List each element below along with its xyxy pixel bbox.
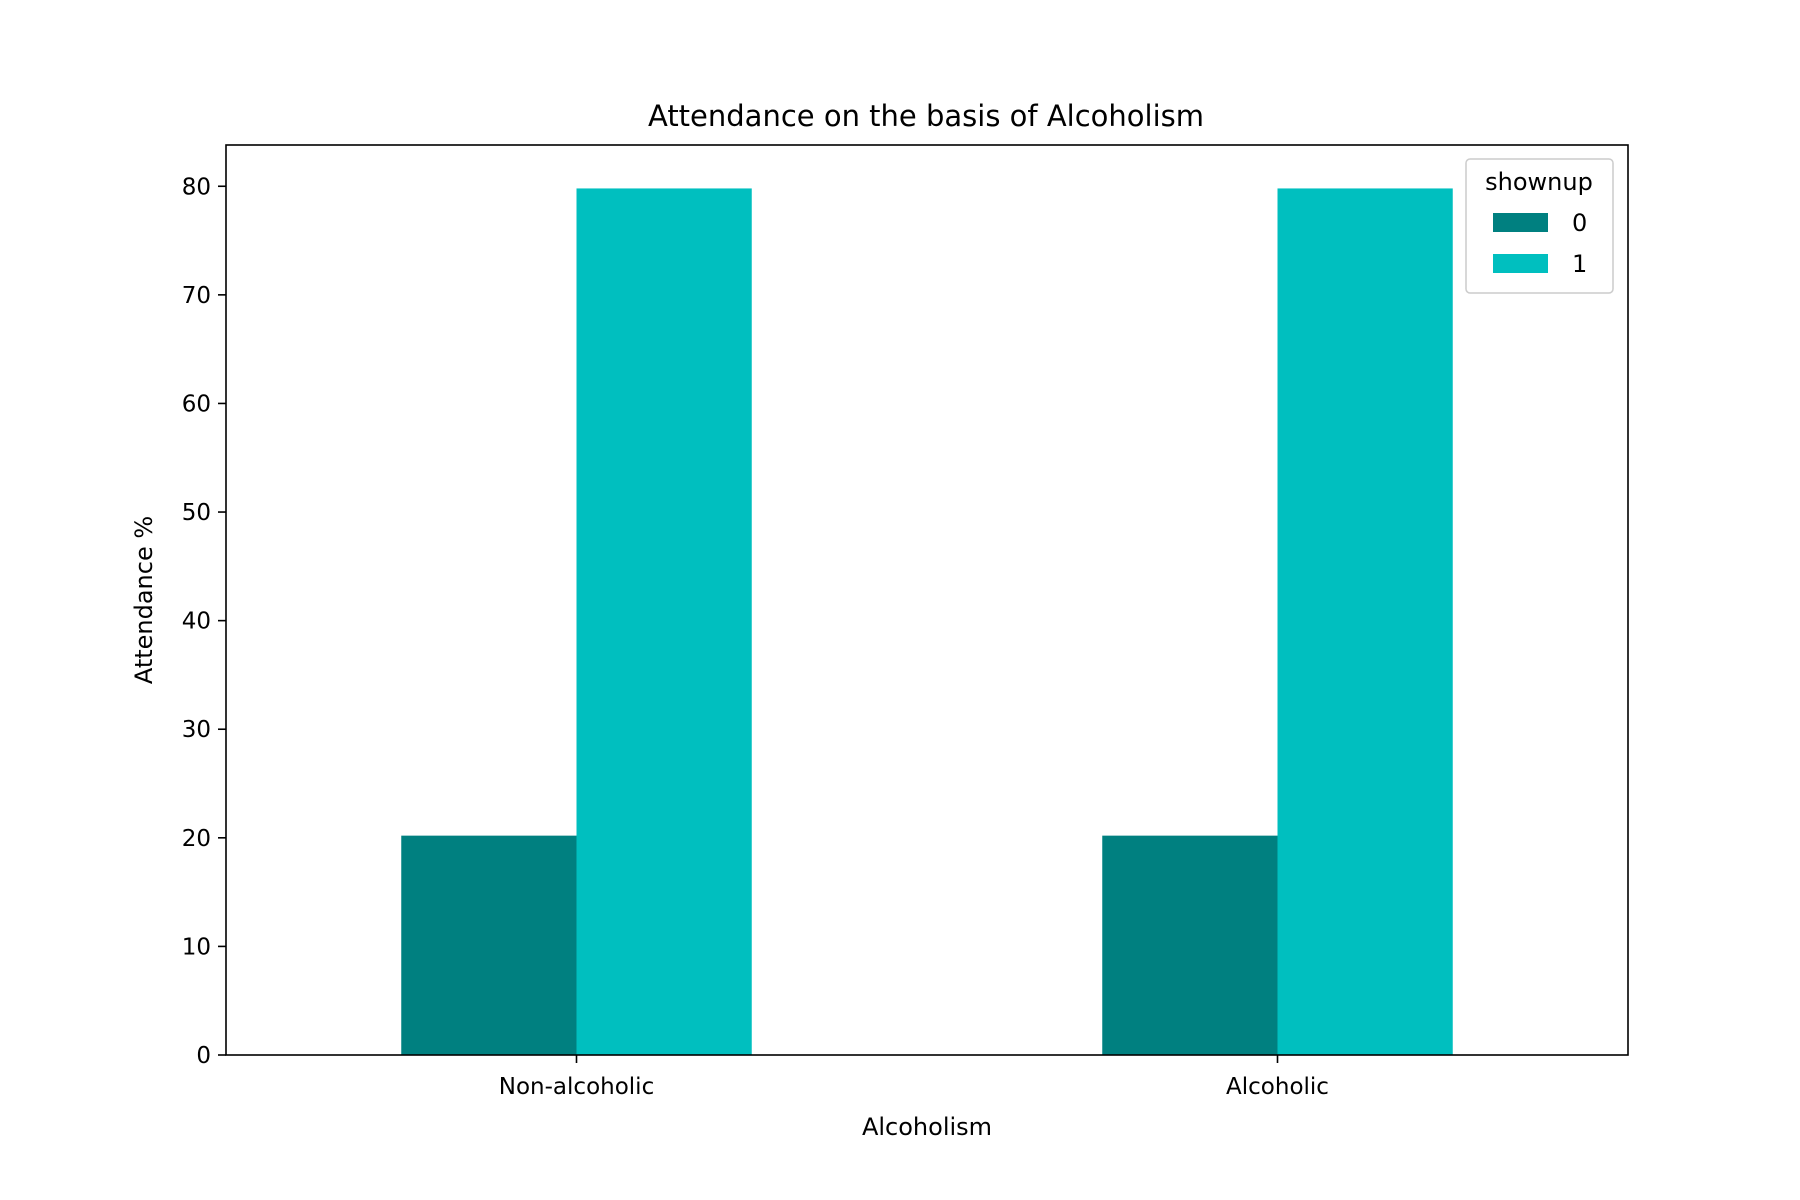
bar-alcoholic-series-1: [1277, 188, 1453, 1055]
y-tick-label: 40: [182, 609, 211, 635]
x-axis: Non-alcoholic Alcoholic: [499, 1055, 1329, 1100]
bar-non-alcoholic-series-1: [576, 188, 752, 1055]
legend-swatch-1: [1493, 254, 1548, 273]
x-axis-title: Alcoholism: [862, 1113, 992, 1141]
legend-label-0: 0: [1572, 209, 1587, 237]
bar-non-alcoholic-series-0: [401, 835, 577, 1055]
bars-group: [401, 188, 1453, 1055]
chart-title: Attendance on the basis of Alcoholism: [648, 99, 1204, 133]
y-axis: 0 10 20 30 40 50 60 70 80: [182, 174, 226, 1069]
y-tick-label: 20: [182, 826, 211, 852]
plot-frame: [225, 144, 1629, 1056]
legend: shownup 0 1: [1465, 158, 1614, 294]
y-tick-label: 70: [182, 283, 211, 309]
legend-swatch-0: [1493, 213, 1548, 232]
x-tick-label: Non-alcoholic: [499, 1074, 654, 1100]
legend-label-1: 1: [1572, 250, 1587, 278]
y-tick-label: 60: [182, 391, 211, 417]
y-tick-label: 80: [182, 174, 211, 200]
legend-title: shownup: [1485, 168, 1593, 196]
y-tick-label: 30: [182, 717, 211, 743]
y-tick-label: 0: [196, 1043, 211, 1069]
x-tick-label: Alcoholic: [1226, 1074, 1329, 1100]
y-tick-label: 10: [182, 934, 211, 960]
y-tick-label: 50: [182, 500, 211, 526]
bar-alcoholic-series-0: [1102, 835, 1278, 1055]
y-axis-title: Attendance %: [130, 516, 158, 684]
